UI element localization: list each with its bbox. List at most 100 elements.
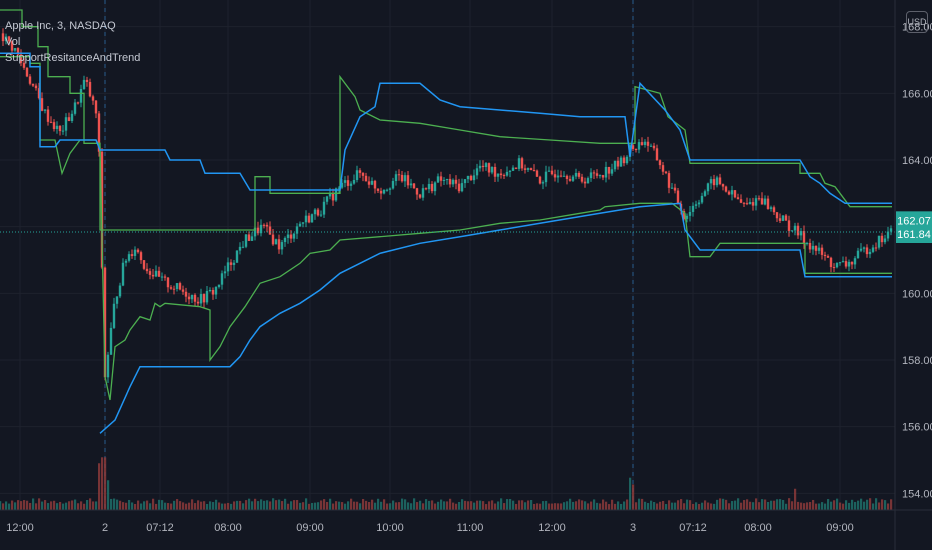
candle-body (514, 167, 518, 169)
volume-bar (629, 477, 632, 510)
volume-bar (848, 502, 851, 510)
candle-body (580, 176, 584, 182)
candle-body (454, 179, 458, 184)
volume-bar (179, 501, 182, 510)
volume-bar (716, 499, 719, 510)
candle-body (280, 242, 284, 250)
candle-body (610, 169, 614, 174)
volume-bar (779, 499, 782, 510)
candle-body (364, 175, 368, 182)
support-line-lower (99, 202, 892, 434)
volume-bar (164, 502, 167, 510)
candle-body (82, 79, 86, 90)
volume-bar (380, 501, 383, 510)
volume-bar (275, 500, 278, 510)
candle-body (553, 174, 557, 178)
volume-bar (761, 499, 764, 510)
candle-body (763, 198, 767, 205)
volume-bar (569, 498, 572, 510)
candle-body (322, 201, 326, 215)
candle-body (475, 168, 479, 176)
volume-bar (284, 498, 287, 510)
volume-bar (677, 500, 680, 510)
candle-body (229, 262, 233, 265)
candle-body (625, 156, 629, 164)
candle-body (889, 228, 893, 232)
volume-bar (425, 499, 428, 510)
volume-bar (173, 500, 176, 510)
volume-bar (110, 498, 113, 510)
volume-bar (248, 498, 251, 510)
candle-body (106, 354, 110, 378)
currency-badge[interactable]: USD (906, 11, 928, 33)
volume-bar (557, 503, 560, 510)
candle-body (193, 294, 197, 302)
volume-bar (395, 502, 398, 510)
volume-bar (659, 501, 662, 510)
candle-body (262, 224, 266, 226)
candle-body (85, 79, 89, 82)
volume-bar (824, 503, 827, 510)
candle-body (355, 170, 359, 180)
candle-body (877, 235, 881, 248)
candle-body (760, 198, 764, 205)
volume-bar (752, 502, 755, 510)
candle-body (790, 230, 794, 232)
candle-body (802, 231, 806, 244)
candle-body (373, 180, 377, 189)
volume-bar (620, 503, 623, 510)
candle-body (25, 67, 29, 77)
volume-bar (617, 501, 620, 510)
candle-body (331, 193, 335, 201)
volume-bar (323, 499, 326, 510)
volume-bar (785, 503, 788, 510)
volume-bar (389, 503, 392, 510)
volume-bar (626, 499, 629, 510)
candle-body (139, 252, 143, 261)
volume-bar (830, 501, 833, 510)
volume-bar (863, 501, 866, 510)
x-tick-label: 2 (102, 522, 108, 534)
candle-body (808, 242, 812, 250)
candle-body (694, 204, 698, 206)
candle-body (451, 179, 455, 185)
candle-body (832, 267, 836, 269)
volume-bar (47, 503, 50, 510)
candle-body (190, 294, 194, 300)
candle-body (757, 198, 761, 200)
candle-body (88, 81, 92, 97)
volume-bar (797, 501, 800, 510)
candle-body (16, 48, 20, 55)
volume-bar (224, 503, 227, 510)
candle-body (490, 166, 494, 173)
candle-body (775, 212, 779, 219)
volume-bar (5, 501, 8, 510)
candle-body (778, 218, 782, 221)
candle-body (1, 33, 5, 42)
candle-body (874, 247, 878, 249)
volume-bar (662, 500, 665, 510)
volume-bar (470, 501, 473, 510)
candle-body (664, 171, 668, 174)
candle-body (466, 175, 470, 180)
symbol-label[interactable]: Apple Inc, 3, NASDAQ (5, 20, 116, 32)
y-tick-label: 158.00 (902, 355, 932, 367)
volume-bar (686, 499, 689, 510)
volume-bar (572, 501, 575, 510)
volume-bar (668, 500, 671, 510)
volume-bar (791, 501, 794, 510)
support-resistance-indicator-label[interactable]: SupportResitanceAndTrend (5, 52, 141, 64)
volume-bar (491, 500, 494, 510)
volume-bar (335, 501, 338, 510)
volume-bar (146, 500, 149, 510)
candle-body (697, 202, 701, 205)
candle-body (154, 270, 158, 277)
volume-indicator-label[interactable]: Vol (5, 36, 21, 48)
volume-bar (488, 501, 491, 510)
volume-bar (683, 503, 686, 510)
volume-bar (698, 503, 701, 510)
volume-bar (440, 499, 443, 510)
volume-bar (122, 502, 125, 510)
